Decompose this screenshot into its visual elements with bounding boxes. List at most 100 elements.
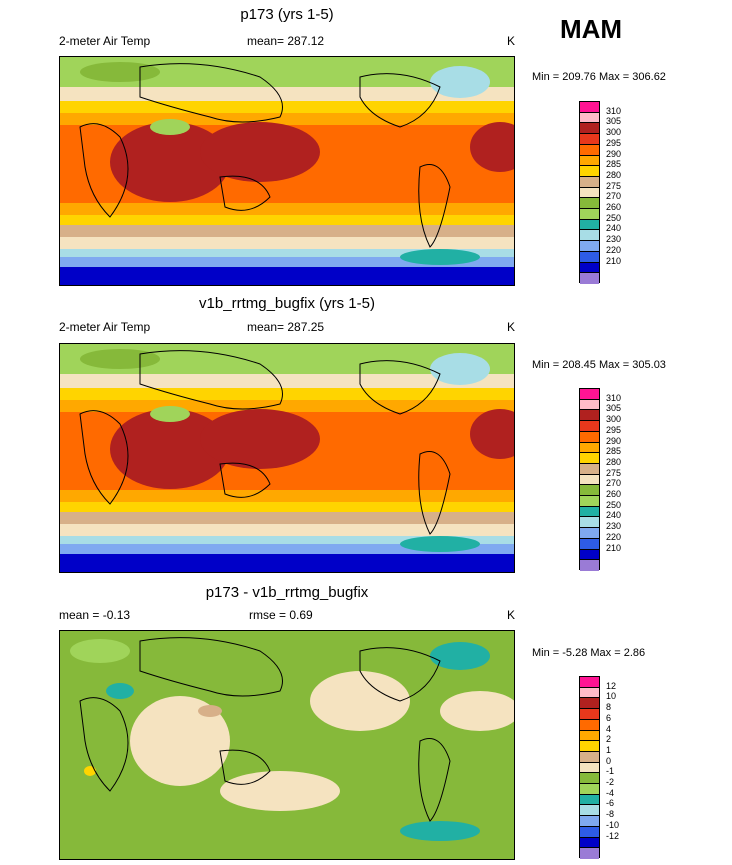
panel1-map	[59, 56, 515, 286]
panel1-units: K	[507, 34, 516, 48]
colorbar-swatch	[580, 399, 599, 411]
colorbar-swatch	[580, 442, 599, 454]
colorbar-tick-label: 8	[606, 702, 612, 713]
colorbar-swatch	[580, 134, 599, 145]
colorbar-tick-label: 310	[606, 392, 622, 403]
colorbar-tick-label: 300	[606, 127, 622, 138]
colorbar-swatch	[580, 837, 599, 849]
colorbar-tick-label: 210	[606, 255, 622, 266]
colorbar-tick-label: 220	[606, 244, 622, 255]
colorbar-swatch	[580, 698, 599, 710]
colorbar-tick-label: 240	[606, 510, 622, 521]
colorbar-swatch	[580, 506, 599, 518]
colorbar-tick-label: 260	[606, 489, 622, 500]
colorbar-tick-label: 210	[606, 542, 622, 553]
colorbar-swatch	[580, 751, 599, 763]
panel2-map	[59, 343, 515, 573]
colorbar-tick-label: -6	[606, 798, 615, 809]
colorbar-tick-label: 275	[606, 180, 622, 191]
colorbar-swatch	[580, 474, 599, 486]
colorbar-tick-label: 295	[606, 137, 622, 148]
colorbar-swatch	[580, 251, 599, 263]
colorbar-swatch	[580, 176, 599, 188]
colorbar-tick-label: -10	[606, 819, 620, 830]
panel3-map-svg	[60, 631, 514, 859]
panel1-title: p173 (yrs 1-5)	[240, 6, 334, 23]
colorbar-swatch	[580, 421, 599, 432]
colorbar-tick-label: 12	[606, 680, 617, 691]
colorbar-swatch	[580, 273, 599, 284]
colorbar-tick-label: 1	[606, 744, 612, 755]
colorbar-swatch	[580, 463, 599, 475]
colorbar-tick-label: 230	[606, 234, 622, 245]
panel2-minmax: Min = 208.45 Max = 305.03	[532, 359, 666, 371]
colorbar-tick-label: 280	[606, 169, 622, 180]
colorbar-tick-label: 250	[606, 499, 622, 510]
colorbar-swatch	[580, 794, 599, 806]
colorbar-tick-label: 285	[606, 446, 622, 457]
panel1-map-svg	[60, 57, 514, 285]
colorbar-swatch	[580, 719, 599, 731]
colorbar-swatch	[580, 741, 599, 752]
panel1-mean: mean= 287.12	[247, 34, 325, 48]
colorbar-swatch	[580, 687, 599, 699]
season-label: MAM	[560, 14, 623, 44]
colorbar-tick-label: -4	[606, 787, 615, 798]
colorbar-swatch	[580, 209, 599, 220]
colorbar-swatch	[580, 241, 599, 252]
colorbar-tick-label: 280	[606, 456, 622, 467]
panel3-rmse: rmse = 0.69	[249, 608, 313, 622]
colorbar-swatch	[580, 709, 599, 720]
colorbar-tick-label: 0	[606, 755, 612, 766]
panel1-variable-label: 2-meter Air Temp	[59, 34, 151, 48]
colorbar-swatch	[580, 538, 599, 550]
panel2-map-svg	[60, 344, 514, 572]
colorbar-swatch	[580, 805, 599, 817]
colorbar-tick-label: 10	[606, 691, 617, 702]
colorbar-swatch	[580, 112, 599, 124]
colorbar-tick-label: 300	[606, 414, 622, 425]
panel3-mean: mean = -0.13	[59, 608, 131, 622]
colorbar-tick-label: 240	[606, 223, 622, 234]
colorbar-tick-label: 220	[606, 531, 622, 542]
colorbar-tick-label: 270	[606, 191, 622, 202]
colorbar-swatch	[580, 187, 599, 199]
colorbar-swatch	[580, 677, 599, 688]
colorbar-swatch	[580, 485, 599, 497]
panel2-mean: mean= 287.25	[247, 320, 325, 334]
colorbar-swatch	[580, 826, 599, 838]
colorbar-tick-label: 305	[606, 403, 622, 414]
colorbar-swatch	[580, 123, 599, 135]
colorbar-swatch	[580, 102, 599, 113]
panel3-minmax: Min = -5.28 Max = 2.86	[532, 647, 646, 659]
colorbar-swatch	[580, 517, 599, 529]
colorbar-swatch	[580, 528, 599, 539]
colorbar-tick-label: 310	[606, 105, 622, 116]
panel3-map	[59, 630, 515, 860]
colorbar-tick-label: -2	[606, 777, 615, 788]
colorbar-swatch	[580, 784, 599, 795]
colorbar-swatch	[580, 496, 599, 507]
panel2-colorbar	[579, 388, 600, 571]
colorbar-swatch	[580, 144, 599, 156]
colorbar-swatch	[580, 262, 599, 274]
panel1-colorbar	[579, 101, 600, 284]
colorbar-swatch	[580, 773, 599, 785]
colorbar-swatch	[580, 431, 599, 443]
colorbar-tick-label: 2	[606, 734, 612, 745]
colorbar-tick-label: 4	[606, 723, 612, 734]
panel3-colorbar	[579, 676, 600, 859]
colorbar-swatch	[580, 560, 599, 571]
colorbar-tick-label: 250	[606, 212, 622, 223]
colorbar-tick-label: 290	[606, 148, 622, 159]
colorbar-swatch	[580, 549, 599, 561]
colorbar-swatch	[580, 230, 599, 242]
colorbar-tick-label: 305	[606, 116, 622, 127]
colorbar-swatch	[580, 848, 599, 859]
colorbar-swatch	[580, 816, 599, 827]
panel3-units: K	[507, 608, 516, 622]
colorbar-swatch	[580, 730, 599, 742]
colorbar-tick-label: 260	[606, 202, 622, 213]
colorbar-swatch	[580, 389, 599, 400]
colorbar-swatch	[580, 762, 599, 774]
